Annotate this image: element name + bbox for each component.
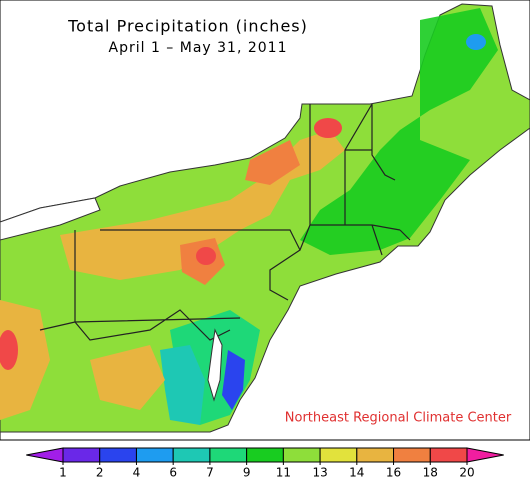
chesapeake: [207, 328, 223, 402]
credit: Northeast Regional Climate Center: [285, 411, 512, 426]
legend-tick-label: 11: [276, 466, 291, 479]
map: [0, 3, 530, 433]
legend-swatch: [319, 447, 358, 463]
precip-orange-wv: [0, 300, 50, 420]
state-lines: [39, 103, 411, 341]
legend-swatch: [356, 447, 395, 463]
legend-tick-label: 20: [459, 466, 474, 479]
lake-erie: [0, 197, 101, 241]
precip-teal: [160, 345, 205, 425]
legend-tick-label: 9: [243, 466, 251, 479]
precip-orange-va: [90, 345, 165, 410]
legend-swatch: [26, 447, 64, 463]
colorbar: 1 2 4 6 7 9 11 13 14 16 18 20: [26, 447, 504, 480]
map-subtitle: April 1 – May 31, 2011: [109, 40, 288, 56]
legend-tick-label: 2: [96, 466, 104, 479]
precip-red-oh: [0, 330, 18, 370]
legend-tick-label: 14: [349, 466, 364, 479]
land: [0, 3, 530, 433]
legend-swatch: [172, 447, 211, 463]
legend-tick-label: 7: [206, 466, 214, 479]
legend-tick-label: 6: [169, 466, 177, 479]
legend-swatch: [209, 447, 248, 463]
legend-tick-label: 18: [423, 466, 438, 479]
precip-orange-2: [245, 140, 300, 185]
legend-swatch: [282, 447, 321, 463]
legend-swatch: [466, 447, 504, 463]
legend-swatch: [393, 447, 431, 463]
map-title: Total Precipitation (inches): [67, 17, 308, 36]
legend-swatch: [99, 447, 137, 463]
precip-red: [196, 247, 216, 265]
legend-swatch: [62, 447, 101, 463]
legend-swatch: [135, 447, 174, 463]
precip-blue-delmarva: [222, 350, 245, 410]
precip-blue: [466, 34, 486, 50]
legend-tick-label: 1: [59, 466, 67, 479]
legend-swatch: [429, 447, 468, 463]
legend-tick-label: 16: [386, 466, 401, 479]
legend-tick-label: 13: [312, 466, 327, 479]
legend-swatch: [246, 447, 284, 463]
precip-red-vt: [314, 118, 342, 138]
legend-tick-label: 4: [133, 466, 141, 479]
precip-green: [300, 8, 498, 255]
